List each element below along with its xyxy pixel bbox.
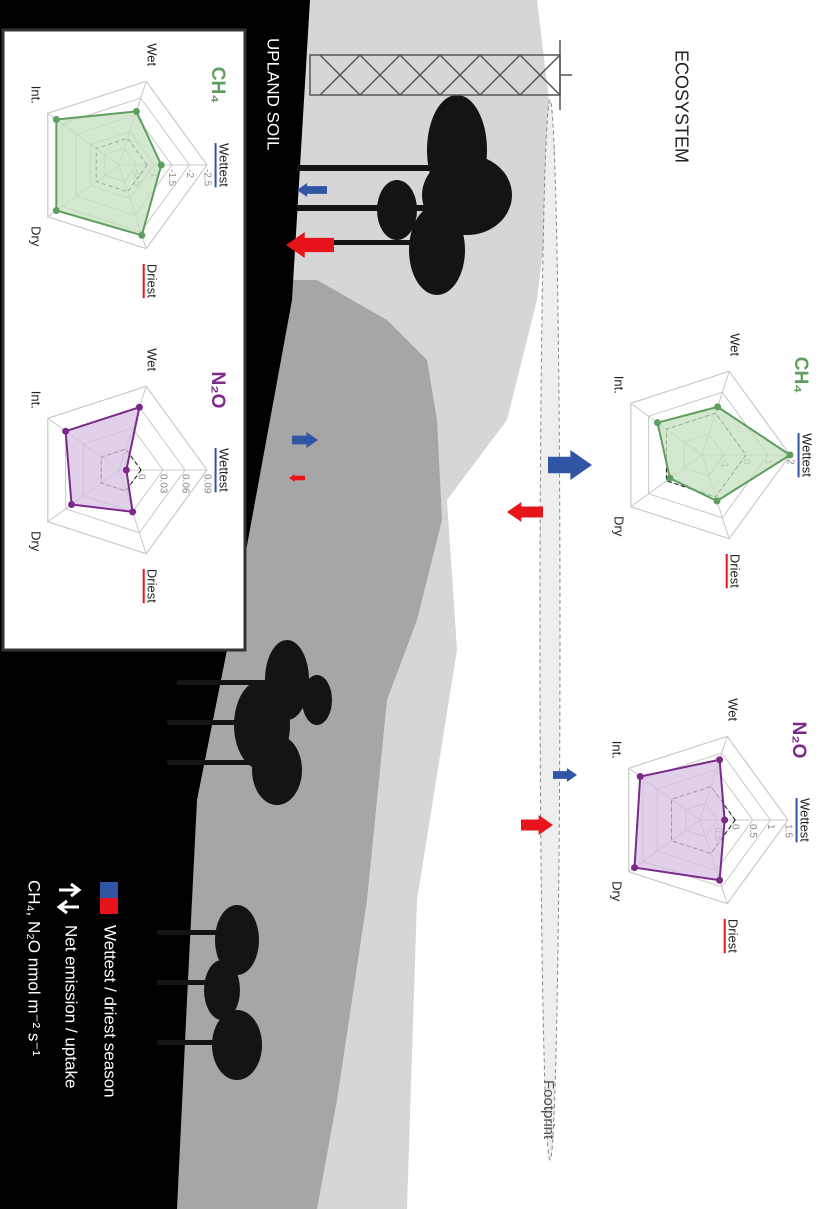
radar-axis-label: Driest xyxy=(728,554,743,588)
radar-grid-ring xyxy=(630,370,791,540)
radar-point xyxy=(62,427,70,435)
radar-axis-label: Int. xyxy=(28,86,43,104)
radar-point xyxy=(68,500,76,508)
radar-point xyxy=(714,403,722,411)
radar-grid-ring xyxy=(47,385,208,555)
radar-tick-label: -2 xyxy=(184,169,195,178)
radar-area xyxy=(633,758,726,882)
radar-axis-label: Int. xyxy=(609,741,624,759)
legend-swatch-driest xyxy=(100,898,118,914)
radar-point xyxy=(721,816,729,824)
radar-axis-label: Wet xyxy=(726,698,741,721)
radar-grid-ring xyxy=(628,735,789,905)
radar-axis-label: Dry xyxy=(28,226,43,247)
radar-area xyxy=(64,405,141,513)
radar-tick-label: -1.5 xyxy=(166,169,177,187)
legend: Wettest / driest season Net emission / u… xyxy=(25,880,120,1098)
radar-tick-label: 0.5 xyxy=(747,824,758,838)
radar-point xyxy=(138,231,146,239)
radar-point xyxy=(122,466,130,474)
chart-title: N₂O xyxy=(207,372,228,409)
legend-swatch-wettest xyxy=(100,882,118,898)
radar-area xyxy=(55,110,163,237)
radar-point xyxy=(631,864,639,872)
radar-grid-ring xyxy=(47,80,208,250)
radar-area xyxy=(656,405,792,503)
radar-grid-ring xyxy=(65,406,186,534)
footprint-label: Footprint xyxy=(540,1080,557,1140)
flux-arrow xyxy=(297,183,327,197)
legend-arrows xyxy=(56,882,82,915)
radar-axis-label: Dry xyxy=(28,531,43,552)
radar-point xyxy=(52,207,60,215)
ecosystem-label: ECOSYSTEM xyxy=(671,50,691,163)
radar-tick-label: 0 xyxy=(135,474,146,480)
radar-axis-label: Driest xyxy=(145,569,160,603)
radar-axis-label: Int. xyxy=(611,376,626,394)
flux-arrow xyxy=(289,474,305,482)
footprint-ellipse xyxy=(539,99,561,1161)
radar-point xyxy=(52,115,60,123)
radar-point xyxy=(157,161,165,169)
legend-text: Wettest / driest season xyxy=(101,925,120,1098)
radar-point xyxy=(132,107,140,115)
radar-axis-label: Dry xyxy=(611,516,626,537)
radar-tick-label: 0.09 xyxy=(201,474,212,494)
radar-axis-label: Wet xyxy=(728,333,743,356)
radar-tick-label: 0 xyxy=(730,824,741,830)
chart-title: N₂O xyxy=(788,722,809,759)
legend-text: Net emission / uptake xyxy=(62,925,81,1088)
radar-tick-label: 2 xyxy=(784,459,795,465)
radar-point xyxy=(716,876,724,884)
radar-axis-label: Driest xyxy=(145,264,160,298)
flux-arrow xyxy=(548,450,592,480)
radar-axis-label: Int. xyxy=(28,391,43,409)
radar-point xyxy=(713,497,721,505)
radar-point xyxy=(654,419,662,427)
radar-tick-label: 0.03 xyxy=(157,474,168,494)
radar-point xyxy=(786,451,794,459)
radar-tick-label: 0.06 xyxy=(179,474,190,494)
radar-axis-label: Driest xyxy=(726,919,741,953)
chart-title: CH₄ xyxy=(207,67,228,104)
trees xyxy=(157,95,512,1080)
radar-point xyxy=(135,403,143,411)
legend-text: CH₄, N₂O nmol m⁻² s⁻¹ xyxy=(25,880,44,1056)
chart-title: CH₄ xyxy=(790,357,811,394)
radar-axis-label: Wettest xyxy=(800,433,815,477)
radar-tick-label: 1 xyxy=(765,824,776,830)
tower xyxy=(309,40,572,110)
radar-axis-label: Wettest xyxy=(798,798,813,842)
radar-axis-label: Wet xyxy=(145,348,160,371)
flux-arrow xyxy=(286,232,334,258)
radar-tick-label: -2.5 xyxy=(201,169,212,187)
radar-axis-label: Dry xyxy=(609,881,624,902)
radar-point xyxy=(636,773,644,781)
flux-arrow xyxy=(553,768,577,782)
flux-arrow xyxy=(292,432,318,448)
radar-point xyxy=(129,508,137,516)
radar-point xyxy=(666,474,674,482)
upland-soil-label: UPLAND SOIL xyxy=(264,38,283,150)
radar-axis-label: Wettest xyxy=(217,448,232,492)
radar-grid-ring xyxy=(648,391,769,519)
radar-point xyxy=(716,756,724,764)
radar-axis-label: Wettest xyxy=(217,143,232,187)
flux-arrow xyxy=(507,502,543,522)
flux-arrow xyxy=(521,815,553,835)
radar-axis-label: Wet xyxy=(145,43,160,66)
radar-tick-label: 1.5 xyxy=(782,824,793,838)
